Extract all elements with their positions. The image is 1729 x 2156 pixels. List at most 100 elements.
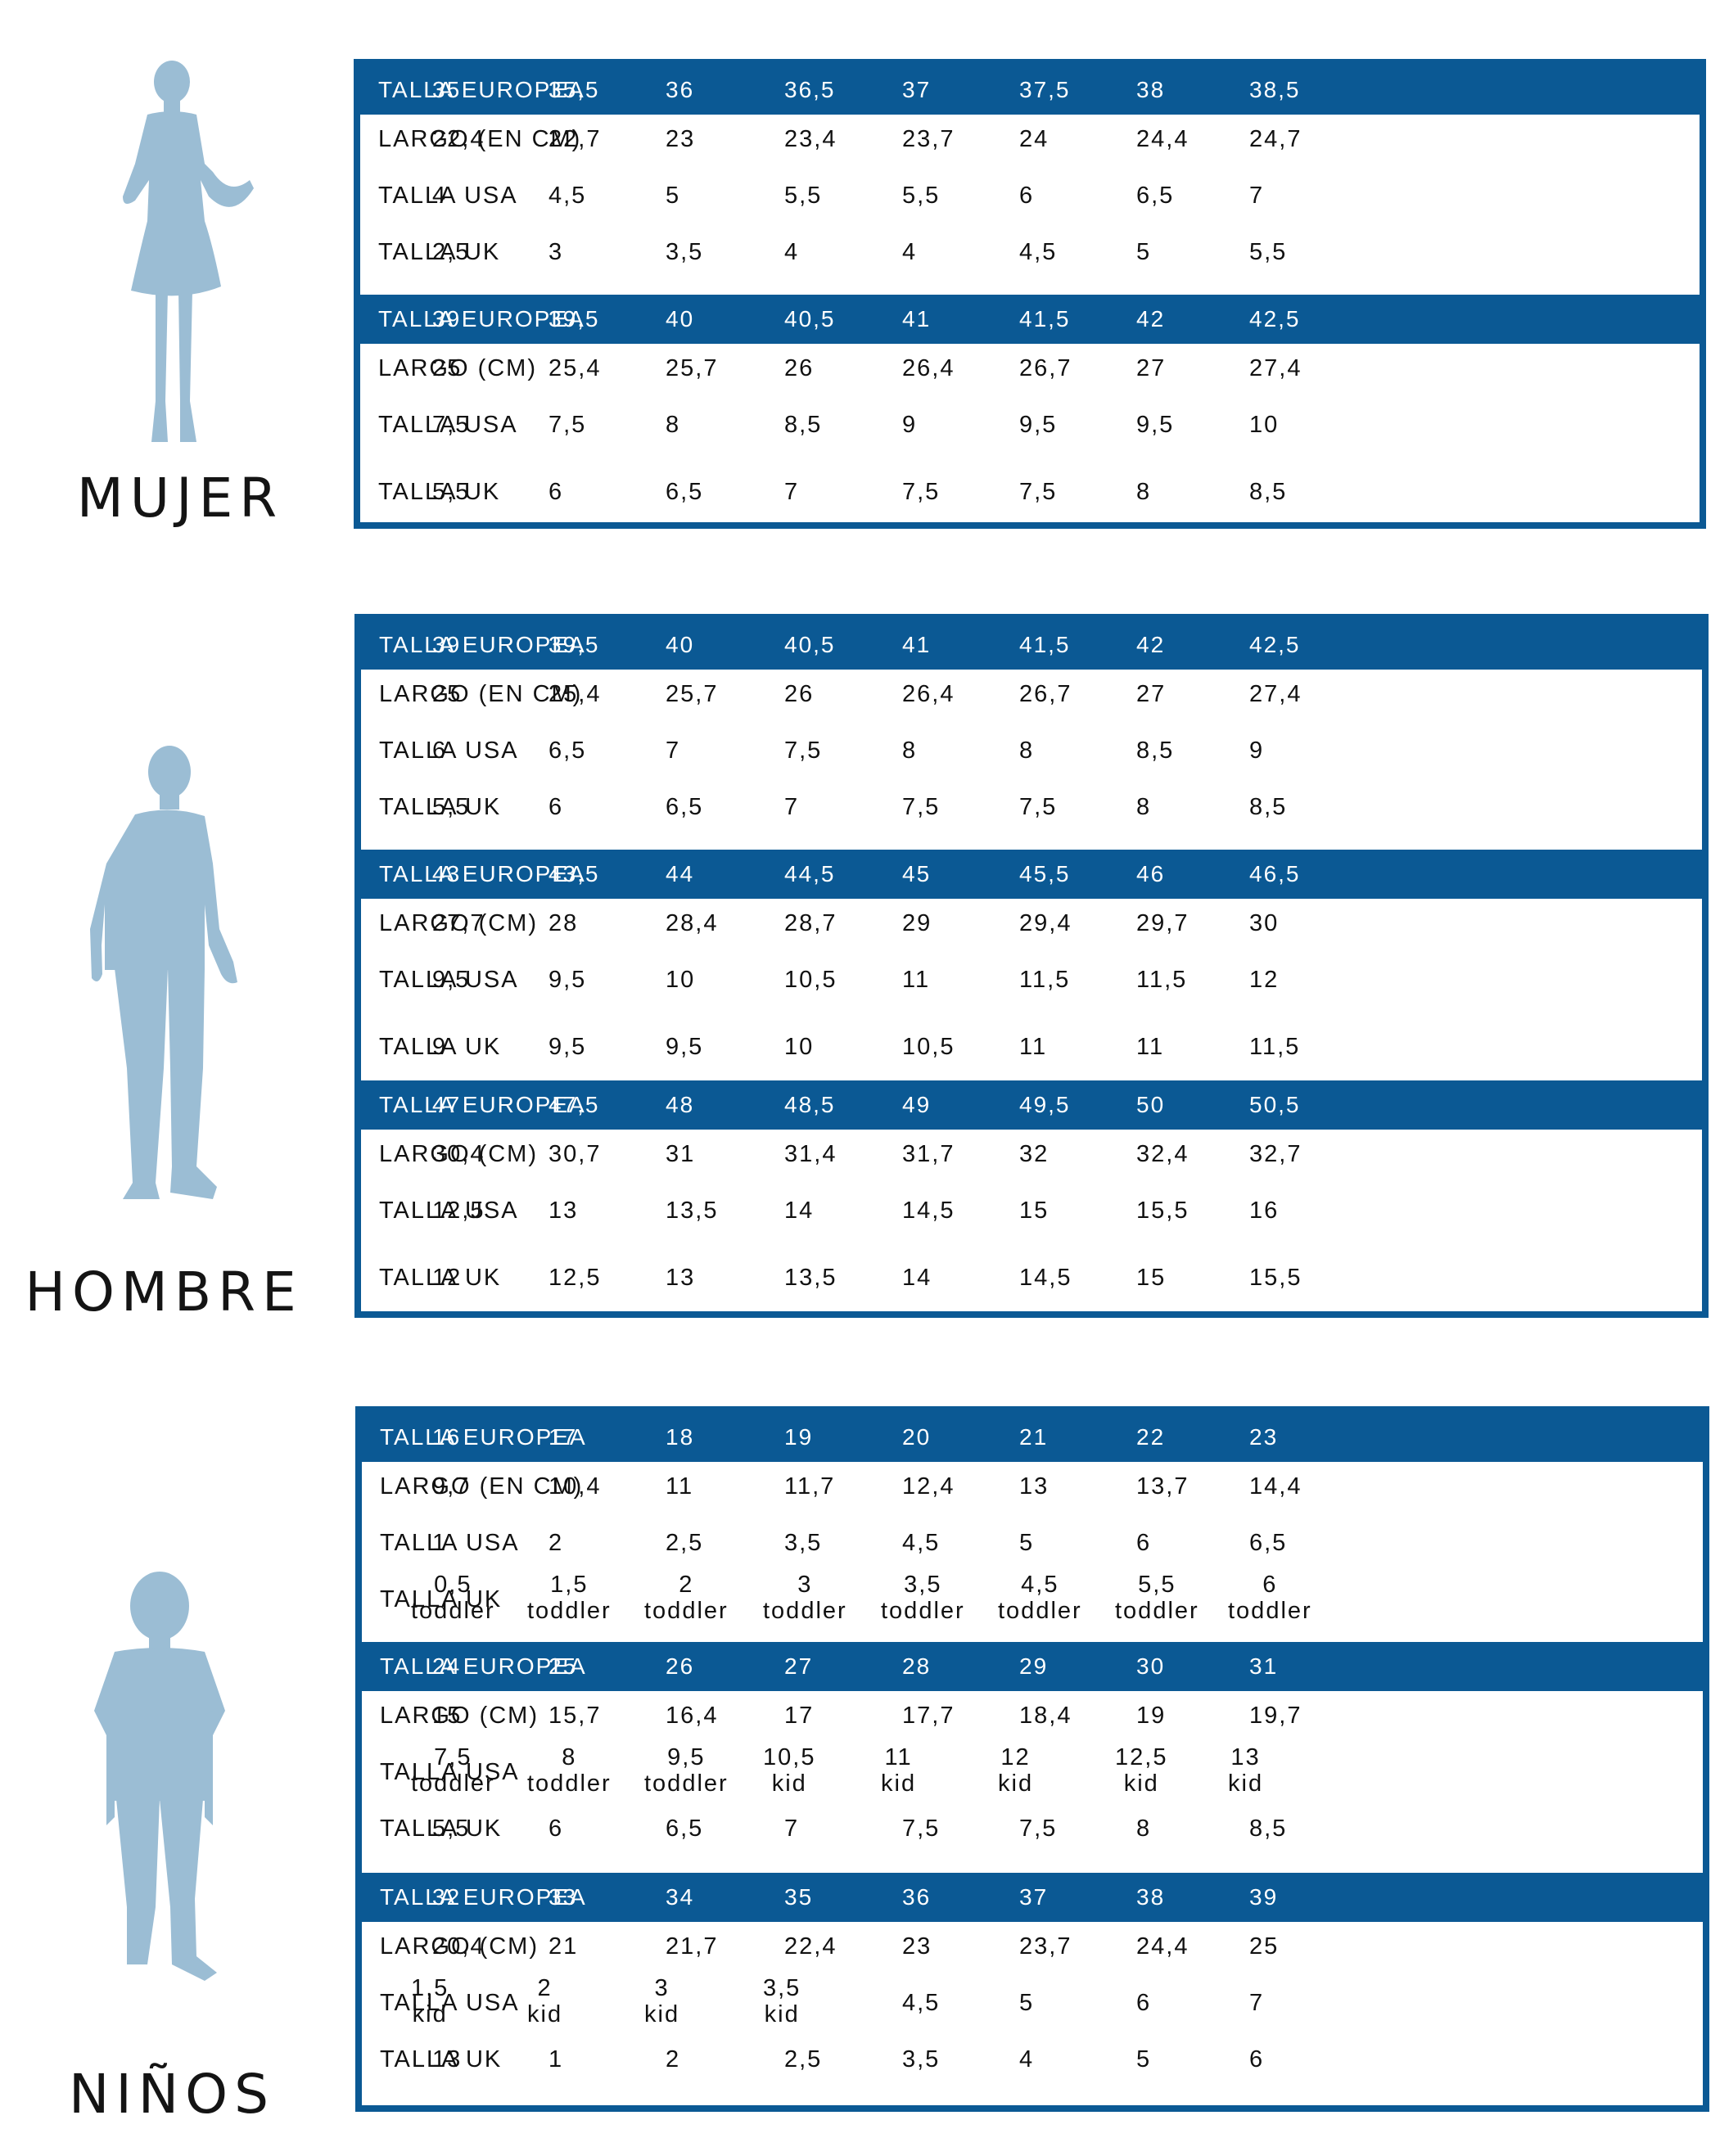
size-cell: 22,4 [432,126,485,152]
header-size-cell: 38 [1136,1884,1166,1910]
row-label: TALLA UK [380,1815,503,1842]
table-header-row: TALLA EUROPEA 35 35,5 36 36,5 37 37,5 38 38,5 [360,65,1700,115]
size-cell: 8 [1019,737,1035,764]
header-size-cell: 22 [1136,1424,1166,1450]
size-cell: 32 [1019,1141,1050,1167]
size-cell: 7 [1249,183,1265,209]
size-cell: 28 [548,910,579,936]
row-label: LARGO (CM) [380,1933,539,1960]
size-cell: 9,5 [1136,412,1175,438]
size-cell: 25,7 [666,681,719,707]
size-cell: 14,5 [902,1198,955,1224]
size-cell: 31 [666,1141,696,1167]
size-cell: 3,5 kid [763,1975,801,2027]
header-size-cell: 27 [784,1653,814,1679]
size-cell: 5 [1019,1990,1035,2016]
header-size-cell: 36,5 [784,77,836,102]
size-cell: 2 toddler [644,1572,729,1624]
header-size-cell: 34 [666,1884,695,1910]
size-cell: 19,7 [1249,1703,1302,1729]
header-size-cell: 41 [902,306,932,332]
size-cell: 1,5 toddler [527,1572,612,1624]
size-cell: 1 [548,2046,564,2073]
size-cell: 8 [1136,1815,1152,1842]
size-cell: 10,5 [784,967,837,993]
size-cell: 27,4 [1249,681,1302,707]
row-label: TALLA UK [379,1265,502,1291]
size-cell: 8 toddler [527,1744,612,1797]
row-label: TALLA UK [379,794,502,820]
header-size-cell: 44,5 [784,861,836,886]
size-cell: 24,4 [1136,126,1190,152]
size-cell: 7,5 [1019,479,1058,505]
row-label: TALLA USA [380,1759,520,1785]
size-cell: 14,5 [1019,1265,1072,1291]
size-cell: 7,5 [902,479,941,505]
size-cell: 32,7 [1249,1141,1302,1167]
size-cell: 10,4 [548,1473,602,1500]
header-label: TALLA EUROPEA [380,1424,587,1450]
size-cell: 24,4 [1136,1933,1190,1960]
size-cell: 27,4 [1249,355,1302,381]
size-cell: 14 [902,1265,932,1291]
header-size-cell: 38,5 [1249,77,1301,102]
header-size-cell: 37 [1019,1884,1049,1910]
size-cell: 30,7 [548,1141,602,1167]
header-size-cell: 39,5 [548,632,600,657]
header-size-cell: 41 [902,632,932,657]
row-label: LARGO (EN CM) [378,126,582,152]
size-cell: 31,7 [902,1141,955,1167]
header-size-cell: 49 [902,1092,932,1117]
woman-figure [90,57,254,450]
size-cell: 8,5 [784,412,823,438]
size-cell: 10 [784,1034,815,1060]
header-size-cell: 37 [902,77,932,102]
size-cell: 27 [1136,681,1167,707]
size-cell: 21,7 [666,1933,719,1960]
size-cell: 17 [784,1703,815,1729]
header-size-cell: 25 [548,1653,578,1679]
man-figure [74,741,262,1224]
table-ninos: TALLA EUROPEA 16 17 18 19 20 21 22 23 LARGO (EN C… [355,1406,1709,2112]
header-size-cell: 31 [1249,1653,1279,1679]
size-cell: 11 kid [881,1744,917,1797]
size-cell: 29,4 [1019,910,1072,936]
section-label-hombre: HOMBRE [25,1261,303,1324]
size-cell: 28,4 [666,910,719,936]
size-cell: 9,5 [432,967,471,993]
size-cell: 25 [432,681,463,707]
size-cell: 7,5 [1019,1815,1058,1842]
size-cell: 4,5 [902,1990,941,2016]
header-size-cell: 38 [1136,77,1166,102]
size-cell: 15,5 [1249,1265,1302,1291]
size-cell: 7 [1249,1990,1265,2016]
header-size-cell: 28 [902,1653,932,1679]
header-size-cell: 19 [784,1424,814,1450]
size-cell: 22,7 [548,126,602,152]
header-size-cell: 35 [784,1884,814,1910]
size-cell: 26,7 [1019,681,1072,707]
header-size-cell: 41,5 [1019,306,1071,332]
size-cell: 19 [1136,1703,1167,1729]
size-cell: 7,5 toddler [411,1744,495,1797]
row-label: TALLA USA [379,737,519,764]
size-cell: 15,5 [1136,1198,1190,1224]
size-cell: 8 [1136,794,1152,820]
size-cell: 13,5 [666,1198,719,1224]
size-cell: 2,5 [432,239,471,265]
header-size-cell: 17 [548,1424,578,1450]
header-size-cell: 50,5 [1249,1092,1301,1117]
size-cell: 9 [902,412,918,438]
size-cell: 2 [548,1530,564,1556]
size-cell: 27 [1136,355,1167,381]
size-cell: 6,5 [1249,1530,1288,1556]
size-cell: 13 [548,1198,579,1224]
size-cell: 15,7 [548,1703,602,1729]
size-cell: 6 [1019,183,1035,209]
size-cell: 26 [784,681,815,707]
size-cell: 6,5 [548,737,587,764]
header-size-cell: 37,5 [1019,77,1071,102]
section-label-ninos: NIÑOS [68,2063,276,2126]
row-label: TALLA USA [380,1990,520,2016]
size-cell: 3,5 [902,2046,941,2073]
